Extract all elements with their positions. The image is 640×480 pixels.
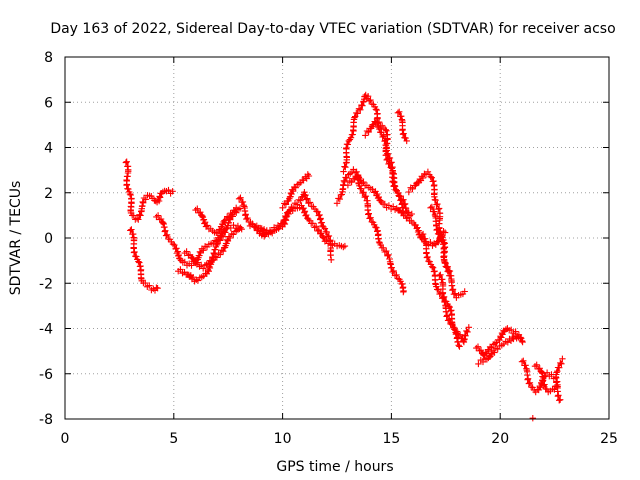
data-marks [181, 205, 244, 272]
series-arc-19 [473, 325, 526, 359]
x-tick-label: 15 [382, 431, 400, 447]
x-tick-label: 10 [274, 431, 292, 447]
x-tick-label: 20 [491, 431, 509, 447]
series-arc-14 [394, 108, 410, 145]
grid [65, 57, 609, 419]
y-tick-label: 6 [44, 95, 53, 111]
data-marks [475, 333, 524, 368]
data-marks [122, 158, 176, 223]
data-marks [127, 226, 161, 294]
data-marks [473, 325, 526, 359]
series-arc-5 [181, 205, 244, 272]
y-axis-label: SDTVAR / TECUs [8, 181, 24, 296]
series-arc-9 [279, 171, 313, 211]
data-points [122, 91, 566, 422]
y-tick-label: -4 [39, 322, 53, 338]
x-tick-label: 25 [600, 431, 618, 447]
axis-ticks: 0 5 10 15 20 25 -8 -6 -4 -2 0 2 4 6 8 [39, 50, 618, 447]
x-tick-label: 5 [169, 431, 178, 447]
series-arc-1 [122, 158, 176, 223]
series-arc-8 [246, 189, 335, 263]
y-tick-label: 2 [44, 186, 53, 202]
data-marks [531, 355, 566, 396]
series-arc-22 [531, 355, 566, 396]
series-arc-20 [475, 333, 524, 368]
data-marks [529, 415, 536, 422]
data-marks [246, 189, 335, 263]
series-arc-6 [192, 204, 240, 237]
data-marks [394, 108, 410, 145]
chart-title: Day 163 of 2022, Sidereal Day-to-day VTE… [50, 21, 615, 37]
y-tick-label: 0 [44, 231, 53, 247]
data-marks [436, 271, 472, 346]
series-arc-18 [436, 271, 472, 346]
data-marks [427, 203, 468, 301]
series-arc-2 [127, 226, 161, 294]
y-tick-label: 4 [44, 141, 53, 157]
y-tick-label: -6 [39, 367, 53, 383]
series-arc-13 [362, 115, 407, 212]
x-tick-label: 0 [61, 431, 70, 447]
data-marks [362, 115, 407, 212]
series-arc-23 [529, 415, 536, 422]
y-tick-label: 8 [44, 50, 53, 66]
data-marks [333, 166, 407, 296]
data-marks [153, 212, 245, 269]
y-tick-label: -8 [39, 412, 53, 428]
y-tick-label: -2 [39, 276, 53, 292]
series-arc-3 [153, 212, 245, 269]
data-marks [279, 171, 313, 211]
series-arc-17 [427, 203, 468, 301]
data-marks [192, 204, 240, 237]
x-axis-label: GPS time / hours [276, 459, 393, 475]
series-arc-10 [333, 166, 407, 296]
